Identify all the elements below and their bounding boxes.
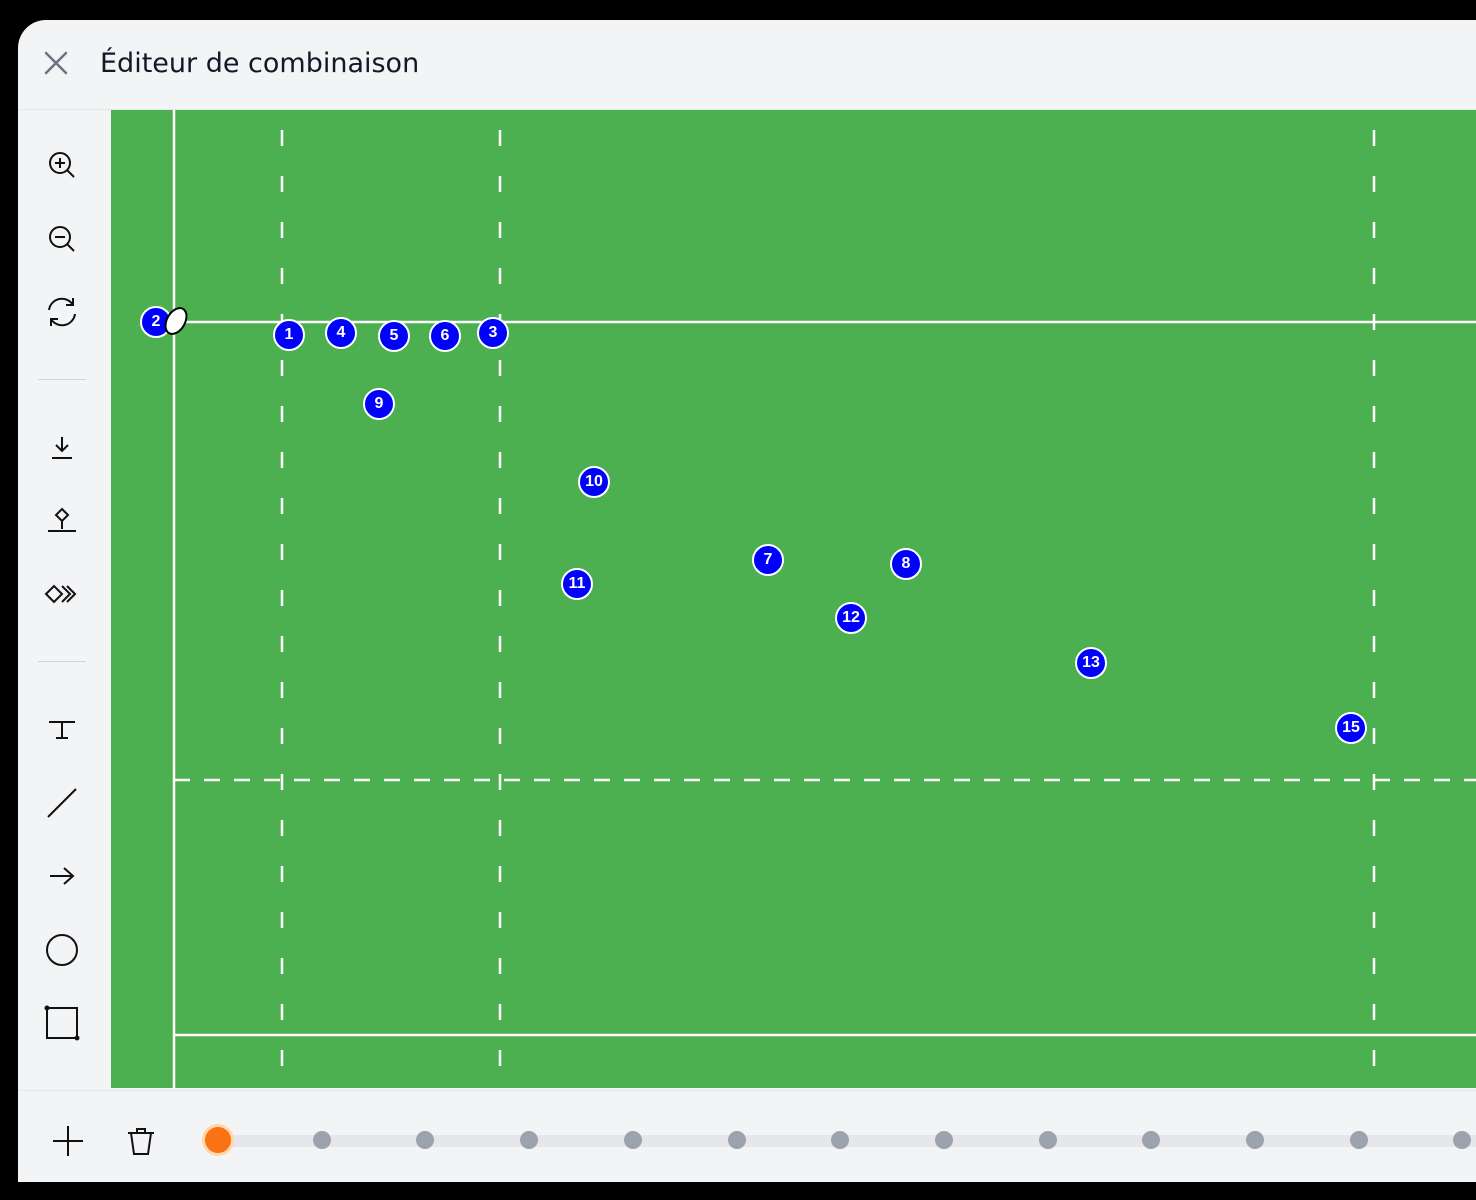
player-token[interactable]: 5 <box>378 320 410 352</box>
player-token[interactable]: 8 <box>890 548 922 580</box>
toolbar-divider <box>38 379 86 380</box>
place-icon <box>48 507 76 532</box>
combination-editor-window: Éditeur de combinaison 2 1 4 5 6 <box>18 20 1476 1182</box>
player-token[interactable]: 13 <box>1075 647 1107 679</box>
timeline-keyframe[interactable] <box>1142 1131 1161 1149</box>
toolbar-divider <box>38 661 86 662</box>
player-token[interactable]: 11 <box>561 568 593 600</box>
timeline-keyframe[interactable] <box>1349 1131 1368 1149</box>
add-keyframe-button[interactable] <box>48 1121 88 1161</box>
timeline-keyframe[interactable] <box>831 1131 850 1149</box>
close-button[interactable] <box>42 49 70 77</box>
player-token[interactable]: 1 <box>273 319 305 351</box>
move-forward-button[interactable] <box>42 574 82 614</box>
timeline-keyframe[interactable] <box>623 1131 642 1149</box>
player-token[interactable]: 15 <box>1335 712 1367 744</box>
download-icon <box>52 437 72 459</box>
page-title: Éditeur de combinaison <box>100 48 420 79</box>
arrow-tool-button[interactable] <box>42 856 82 896</box>
refresh-button[interactable] <box>42 292 82 332</box>
text-tool-icon <box>49 721 75 739</box>
close-icon <box>44 51 68 75</box>
player-token[interactable]: 9 <box>363 388 395 420</box>
header: Éditeur de combinaison <box>18 20 1476 110</box>
timeline-keyframe[interactable] <box>520 1131 539 1149</box>
circle-tool-icon <box>46 934 78 966</box>
toolbar <box>18 110 110 1090</box>
trash-icon <box>128 1128 154 1155</box>
player-token[interactable]: 3 <box>477 317 509 349</box>
place-button[interactable] <box>42 501 82 541</box>
player-token[interactable]: 12 <box>835 602 867 634</box>
line-tool-icon <box>47 788 77 818</box>
circle-tool-button[interactable] <box>42 930 82 970</box>
zoom-in-button[interactable] <box>42 145 82 185</box>
timeline-keyframe[interactable] <box>205 1127 231 1153</box>
zoom-out-button[interactable] <box>42 219 82 259</box>
zoom-out-icon <box>49 226 75 252</box>
timeline-keyframe[interactable] <box>934 1131 953 1149</box>
arrow-tool-icon <box>50 867 75 885</box>
refresh-icon <box>48 297 76 327</box>
move-forward-icon <box>44 584 77 604</box>
rugby-field-canvas[interactable]: 2 1 4 5 6 3 9 10 11 7 8 12 13 15 <box>111 110 1476 1088</box>
line-tool-button[interactable] <box>42 783 82 823</box>
zoom-in-icon <box>49 152 75 178</box>
timeline-keyframe[interactable] <box>416 1131 435 1149</box>
download-button[interactable] <box>42 428 82 468</box>
timeline-bar <box>18 1090 1476 1182</box>
player-token[interactable]: 10 <box>578 466 610 498</box>
timeline-keyframe[interactable] <box>1453 1131 1472 1149</box>
timeline-keyframe[interactable] <box>312 1131 331 1149</box>
rectangle-tool-button[interactable] <box>42 1003 82 1043</box>
plus-icon <box>53 1126 83 1156</box>
timeline-keyframe[interactable] <box>1246 1131 1264 1149</box>
player-token[interactable]: 6 <box>429 320 461 352</box>
rectangle-tool-icon <box>44 1005 80 1041</box>
timeline-keyframe[interactable] <box>727 1131 746 1149</box>
delete-keyframe-button[interactable] <box>121 1121 161 1161</box>
text-tool-button[interactable] <box>42 710 82 750</box>
field-lines <box>172 110 1476 1088</box>
player-token[interactable]: 4 <box>325 317 357 349</box>
player-token[interactable]: 7 <box>752 544 784 576</box>
timeline-keyframe[interactable] <box>1038 1131 1057 1149</box>
